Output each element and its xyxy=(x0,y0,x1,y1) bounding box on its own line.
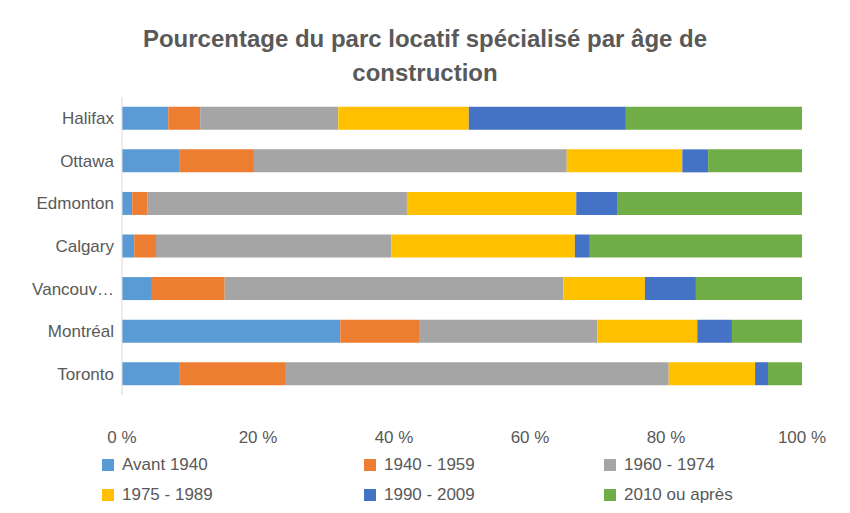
html-text:Avant 1940: Avant 1940 xyxy=(122,455,208,474)
svg-text:0 %: 0 % xyxy=(107,428,136,445)
svg-text:Toronto: Toronto xyxy=(57,365,114,384)
html-text:2010 ou après: 2010 ou après xyxy=(624,485,733,504)
html-text:1960 - 1974: 1960 - 1974 xyxy=(624,455,715,474)
svg-text:80 %: 80 % xyxy=(647,428,686,445)
svg-text:Montréal: Montréal xyxy=(48,322,114,341)
svg-text:Halifax: Halifax xyxy=(62,109,114,128)
svg-text:60 %: 60 % xyxy=(511,428,550,445)
svg-text:Ottawa: Ottawa xyxy=(60,152,114,171)
svg-text:40 %: 40 % xyxy=(375,428,414,445)
html-text:Pourcentage du parc locatif sp: Pourcentage du parc locatif spécialisé p… xyxy=(142,25,708,86)
html-text:1975 - 1989: 1975 - 1989 xyxy=(122,485,213,504)
html-text:1990 - 2009: 1990 - 2009 xyxy=(384,485,475,504)
svg-text:Vancouv…: Vancouv… xyxy=(32,280,114,299)
svg-text:20 %: 20 % xyxy=(239,428,278,445)
html-text:1940 - 1959: 1940 - 1959 xyxy=(384,455,475,474)
svg-text:Edmonton: Edmonton xyxy=(37,194,115,213)
svg-text:100 %: 100 % xyxy=(778,428,826,445)
svg-text:Calgary: Calgary xyxy=(55,237,114,256)
